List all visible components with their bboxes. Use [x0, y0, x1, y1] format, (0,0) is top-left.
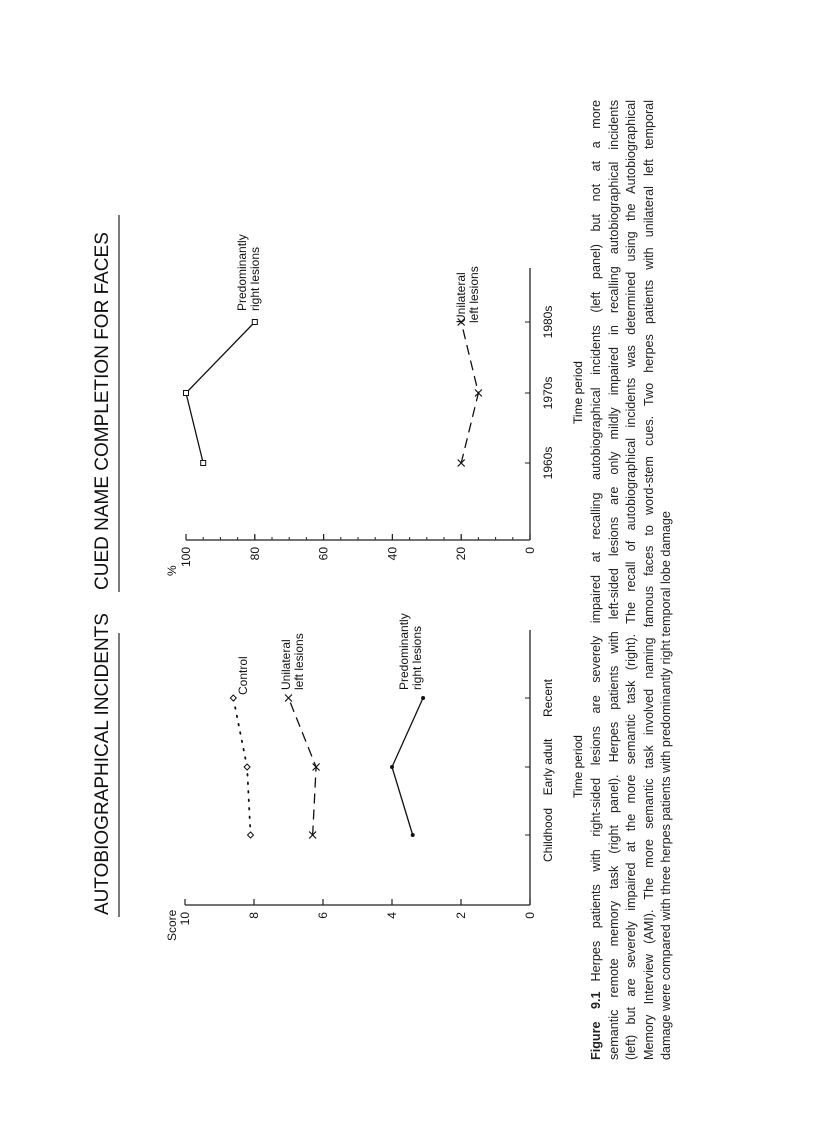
y-tick-label: 0	[523, 912, 537, 919]
data-point-dot	[390, 765, 394, 769]
series-label: Predominantly	[235, 234, 249, 311]
caption-line: Figure 9.1 Herpes patients with right-sid…	[588, 100, 606, 1060]
y-axis-label: Score	[165, 909, 179, 941]
series-label: left lesions	[292, 633, 306, 690]
caption-text: Herpes patients with right-sided lesions…	[589, 100, 603, 982]
x-axis-label: Time period	[571, 361, 585, 424]
data-point-x	[457, 459, 466, 467]
series-label: right lesions	[410, 626, 424, 690]
chart-title: CUED NAME COMPLETION FOR FACES	[92, 232, 113, 590]
figure-label: Figure 9.1	[589, 991, 603, 1060]
series-label: Unilateral	[279, 639, 293, 690]
y-tick-label: 20	[454, 547, 468, 561]
series-line	[185, 321, 256, 464]
x-tick-label: 1980s	[541, 306, 555, 339]
data-point-diamond	[243, 763, 251, 771]
y-tick-label: 4	[385, 912, 399, 919]
caption-line: (left) but are severely impaired at the …	[624, 100, 638, 1060]
y-axis-label: %	[165, 565, 179, 576]
x-tick-label: Childhood	[541, 808, 555, 862]
data-point-dot	[410, 833, 415, 837]
caption-line: Memory Interview (AMI). The more semanti…	[641, 100, 656, 1060]
data-point-x	[312, 763, 321, 771]
y-tick-label: 40	[385, 547, 399, 561]
caption-line: semantic remote memory task (right panel…	[606, 100, 621, 1060]
series-line	[460, 321, 480, 464]
series-line	[391, 697, 424, 836]
data-point-square	[183, 390, 189, 396]
y-tick-label: 100	[179, 547, 193, 567]
series-label: right lesions	[248, 247, 262, 311]
x-axis-label: Time period	[571, 735, 585, 798]
y-tick-label: 10	[178, 912, 192, 926]
y-tick-label: 6	[316, 912, 330, 919]
data-point-diamond	[229, 694, 238, 702]
x-tick-label: Recent	[541, 678, 555, 717]
y-tick-label: 2	[454, 912, 468, 919]
data-point-square	[251, 319, 258, 325]
series-label: left lesions	[467, 266, 481, 323]
chart-title: AUTOBIOGRAPHICAL INCIDENTS	[92, 613, 113, 915]
y-tick-label: 80	[248, 547, 262, 561]
series-label: Control	[236, 656, 250, 695]
x-tick-label: 1960s	[541, 447, 555, 480]
series-label: Predominantly	[397, 613, 411, 690]
data-point-x	[284, 694, 293, 702]
data-point-diamond	[246, 831, 255, 839]
series-label: Unilateral	[454, 272, 468, 323]
data-point-dot	[421, 696, 426, 700]
data-point-x	[474, 389, 483, 397]
data-point-x	[308, 831, 317, 839]
y-tick-label: 8	[247, 912, 261, 919]
caption-line: damage were compared with three herpes p…	[659, 511, 673, 1060]
y-tick-label: 0	[523, 547, 537, 554]
data-point-x	[457, 318, 466, 326]
x-tick-label: Early adult	[541, 738, 555, 795]
x-tick-label: 1970s	[541, 377, 555, 410]
y-tick-label: 60	[317, 547, 331, 561]
figure-caption: Figure 9.1 Herpes patients with right-sid…	[588, 100, 676, 1060]
data-point-square	[200, 460, 207, 466]
series-line	[287, 697, 317, 836]
